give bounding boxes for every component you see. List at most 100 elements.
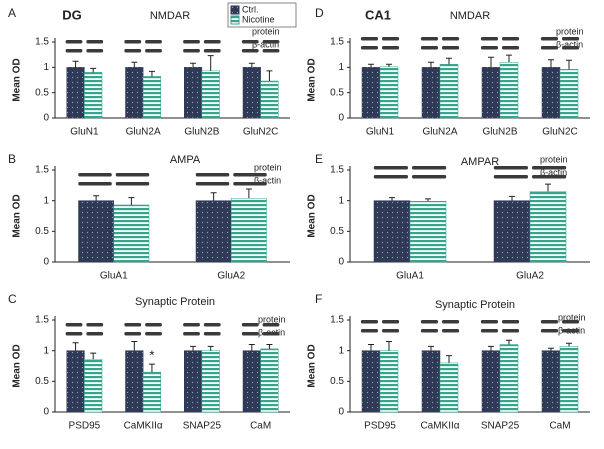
y-axis-label: Mean OD xyxy=(307,58,318,101)
x-tick-label: GluA2 xyxy=(217,271,245,282)
blot-band xyxy=(115,173,150,177)
blot-band xyxy=(562,46,580,50)
blot-band xyxy=(145,49,162,53)
x-tick-label: GluA1 xyxy=(100,271,128,282)
legend-label: Ctrl. xyxy=(242,4,259,14)
blot-label: β-actin xyxy=(254,175,281,185)
blot-label: protein xyxy=(558,312,586,322)
blot-band xyxy=(442,320,460,324)
x-tick-label: CaM xyxy=(549,421,570,432)
x-tick-label: SNAP25 xyxy=(183,421,222,432)
error-bar xyxy=(506,54,512,63)
blot-label: β-actin xyxy=(540,167,567,177)
blot-band xyxy=(241,332,259,336)
blot-label: protein xyxy=(556,26,584,36)
error-bar xyxy=(566,342,572,347)
blot-band xyxy=(145,323,162,327)
y-axis-label: Mean OD xyxy=(12,58,23,101)
error-bar xyxy=(386,63,392,67)
significance-marker: * xyxy=(149,348,154,363)
y-axis-label: Mean OD xyxy=(307,194,318,237)
blot-band xyxy=(412,175,447,179)
y-tick-label: 0.5 xyxy=(330,376,344,387)
y-tick-label: 0.5 xyxy=(35,376,49,387)
bar xyxy=(242,67,261,119)
y-tick-label: 1.5 xyxy=(35,165,49,176)
blot-band xyxy=(420,329,438,333)
blot-band xyxy=(203,49,221,53)
blot-band xyxy=(203,40,221,44)
blot-band xyxy=(420,320,438,324)
y-tick-label: 1.5 xyxy=(35,315,49,326)
blot-band xyxy=(262,323,280,327)
region-label: CA1 xyxy=(365,7,391,22)
bar xyxy=(361,67,381,119)
bar xyxy=(66,350,85,413)
blot-band xyxy=(493,175,528,179)
panel-letter: A xyxy=(8,6,16,20)
blot-label: β-actin xyxy=(556,39,583,49)
blot-band xyxy=(262,49,280,53)
blot-band xyxy=(502,37,520,41)
bar xyxy=(541,67,561,119)
bar xyxy=(78,200,114,263)
panel-title: AMPA xyxy=(170,154,201,166)
y-tick-label: 1.5 xyxy=(330,165,344,176)
error-bar xyxy=(248,62,255,68)
blot-band xyxy=(382,46,400,50)
blot-band xyxy=(241,323,259,327)
blot-band xyxy=(183,49,200,53)
error-bar xyxy=(207,345,214,351)
blot-band xyxy=(360,329,378,333)
x-tick-label: GluA1 xyxy=(396,271,424,282)
y-tick-label: 1 xyxy=(43,345,49,356)
error-bar xyxy=(190,62,197,68)
blot-band xyxy=(124,332,142,336)
y-axis-label: Mean OD xyxy=(307,344,318,387)
error-bar xyxy=(368,344,374,351)
bar xyxy=(142,371,161,413)
x-tick-label: GluN1 xyxy=(70,127,99,138)
blot-band xyxy=(502,329,520,333)
y-tick-label: 0.5 xyxy=(330,226,344,237)
y-tick-label: 0 xyxy=(43,113,49,124)
error-bar xyxy=(245,188,252,199)
error-bar xyxy=(131,61,138,68)
x-tick-label: CaMKIIα xyxy=(124,421,163,432)
x-tick-label: GluN1 xyxy=(366,127,395,138)
error-bar xyxy=(548,59,554,68)
blot-label: protein xyxy=(540,154,568,164)
blot-band xyxy=(78,173,112,177)
x-tick-label: GluN2A xyxy=(422,127,457,138)
bar xyxy=(84,359,103,413)
error-bar xyxy=(266,70,273,82)
error-bar xyxy=(548,347,554,351)
y-tick-label: 1.5 xyxy=(330,37,344,48)
bar xyxy=(184,350,203,413)
error-bar xyxy=(72,60,79,68)
error-bar xyxy=(190,345,197,351)
blot-label: protein xyxy=(254,162,282,172)
blot-band xyxy=(86,49,104,53)
blot-band xyxy=(65,49,83,53)
blot-band xyxy=(532,166,567,170)
blot-label: protein xyxy=(252,26,280,36)
blot-band xyxy=(183,332,200,336)
blot-band xyxy=(562,320,580,324)
error-bar xyxy=(446,355,452,363)
blot-band xyxy=(540,320,558,324)
bar xyxy=(361,350,381,413)
bar xyxy=(260,348,279,413)
x-tick-label: SNAP25 xyxy=(481,421,520,432)
blot-band xyxy=(562,37,580,41)
error-bar xyxy=(148,363,155,373)
blot-band xyxy=(382,37,400,41)
y-tick-label: 0.5 xyxy=(35,226,49,237)
blot-band xyxy=(480,37,498,41)
blot-band xyxy=(532,175,567,179)
bar xyxy=(260,80,279,119)
y-axis-label: Mean OD xyxy=(12,344,23,387)
y-tick-label: 0 xyxy=(43,257,49,268)
y-tick-label: 1 xyxy=(338,195,344,206)
error-bar xyxy=(248,344,255,351)
